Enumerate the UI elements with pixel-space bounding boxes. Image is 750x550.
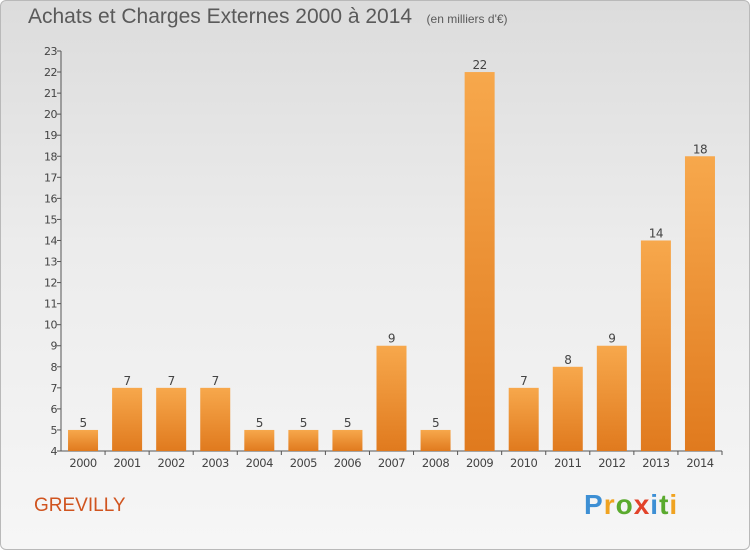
chart-title: Achats et Charges Externes 2000 à 2014 (… (28, 5, 508, 29)
bar-2009 (464, 72, 495, 451)
bar-2011 (552, 366, 583, 451)
y-tick-label: 18 (44, 150, 57, 163)
x-tick-label: 2002 (158, 456, 185, 470)
x-tick-label: 2006 (334, 456, 361, 470)
x-tick-label: 2013 (642, 456, 669, 470)
y-tick-label: 16 (44, 192, 57, 205)
x-tick-label: 2010 (510, 456, 537, 470)
bar-2001 (112, 387, 143, 451)
bar-2004 (244, 429, 275, 451)
y-tick-label: 8 (51, 361, 58, 374)
y-tick-label: 9 (51, 340, 58, 353)
y-tick-label: 4 (51, 445, 58, 458)
bar-2010 (508, 387, 539, 451)
proxiti-logo: Proxiti (584, 489, 678, 521)
y-tick-label: 12 (44, 277, 57, 290)
chart-title-text: Achats et Charges Externes 2000 à 2014 (28, 5, 413, 28)
logo-letter: t (659, 489, 670, 520)
chart-unit-note: (en milliers d'€) (426, 12, 508, 26)
bar-value-label: 14 (649, 226, 663, 240)
bar-2008 (420, 429, 451, 451)
y-tick-label: 7 (51, 382, 58, 395)
bar-2000 (68, 429, 99, 451)
y-tick-label: 14 (44, 234, 57, 247)
x-tick-label: 2009 (466, 456, 493, 470)
bar-value-label: 5 (344, 416, 351, 430)
y-tick-label: 13 (44, 256, 57, 269)
bar-value-label: 5 (300, 416, 307, 430)
x-tick-label: 2000 (69, 456, 96, 470)
x-tick-label: 2005 (290, 456, 317, 470)
bar-value-label: 7 (212, 374, 219, 388)
x-tick-label: 2014 (686, 456, 713, 470)
bar-value-label: 7 (124, 374, 131, 388)
logo-letter: o (615, 489, 634, 520)
y-tick-label: 15 (44, 213, 57, 226)
bar-2007 (376, 345, 407, 451)
y-tick-label: 6 (51, 403, 58, 416)
bar-2006 (332, 429, 363, 451)
x-tick-label: 2003 (202, 456, 229, 470)
bar-value-label: 5 (256, 416, 263, 430)
bar-value-label: 5 (432, 416, 439, 430)
logo-letter: x (633, 489, 651, 520)
logo-letter: r (603, 489, 616, 520)
x-tick-label: 2012 (598, 456, 625, 470)
bar-value-label: 7 (520, 374, 527, 388)
bar-value-label: 18 (693, 142, 707, 156)
bar-2014 (684, 156, 715, 451)
bar-2012 (596, 345, 627, 451)
x-tick-label: 2011 (554, 456, 581, 470)
bar-value-label: 9 (608, 332, 615, 346)
bar-2013 (640, 240, 671, 451)
x-tick-label: 2001 (113, 456, 140, 470)
logo-letter: P (584, 489, 604, 520)
bar-value-label: 5 (79, 416, 86, 430)
y-tick-label: 21 (44, 87, 57, 100)
y-tick-label: 10 (44, 319, 57, 332)
bar-value-label: 22 (472, 58, 486, 72)
y-tick-label: 22 (44, 66, 57, 79)
x-tick-label: 2004 (246, 456, 273, 470)
bar-2005 (288, 429, 319, 451)
y-tick-label: 23 (44, 45, 57, 58)
y-tick-label: 11 (44, 298, 57, 311)
logo-letter: i (669, 489, 679, 520)
bar-2003 (200, 387, 231, 451)
x-tick-label: 2008 (422, 456, 449, 470)
y-tick-label: 19 (44, 129, 57, 142)
y-tick-label: 5 (51, 424, 58, 437)
bar-2002 (156, 387, 187, 451)
bar-value-label: 8 (564, 353, 571, 367)
x-tick-label: 2007 (378, 456, 405, 470)
y-tick-label: 20 (44, 108, 57, 121)
bar-value-label: 9 (388, 332, 395, 346)
commune-name: GREVILLY (34, 495, 126, 516)
y-tick-label: 17 (44, 171, 57, 184)
logo-letter: i (650, 489, 660, 520)
bar-value-label: 7 (168, 374, 175, 388)
